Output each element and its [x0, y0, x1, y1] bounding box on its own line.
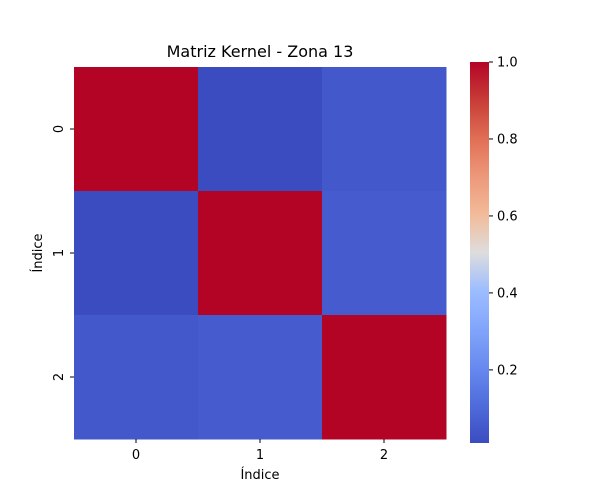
heatmap-cell — [198, 67, 323, 192]
colorbar-tick-label: 0.8 — [497, 132, 518, 147]
colorbar-tick-label: 0.6 — [497, 209, 518, 224]
colorbar: 0.2 0.4 0.6 0.8 1.0 — [470, 56, 518, 443]
y-tick-label: 2 — [52, 373, 67, 381]
heatmap-cell — [322, 67, 447, 192]
x-tick-label: 2 — [380, 448, 388, 463]
colorbar-tick-label: 0.2 — [497, 363, 518, 378]
x-tick-label: 1 — [256, 448, 264, 463]
y-axis-label: Índice — [30, 233, 46, 272]
heatmap-cell — [74, 191, 199, 316]
chart-title: Matriz Kernel - Zona 13 — [167, 42, 354, 61]
heatmap-cell — [198, 191, 323, 316]
heatmap-cell — [322, 315, 447, 440]
heatmap-cell — [74, 67, 199, 192]
heatmap-cell — [198, 315, 323, 440]
colorbar-tick-label: 0.4 — [497, 286, 518, 301]
colorbar-gradient — [470, 62, 489, 443]
heatmap-cells — [74, 67, 447, 440]
y-tick-label: 0 — [52, 125, 67, 133]
y-axis: 0 1 2 — [52, 125, 74, 381]
colorbar-tick-label: 1.0 — [497, 56, 518, 71]
heatmap-cell — [322, 191, 447, 316]
x-axis-label: Índice — [240, 467, 279, 483]
y-tick-label: 1 — [52, 249, 67, 257]
x-axis: 0 1 2 — [132, 439, 388, 463]
x-tick-label: 0 — [132, 448, 140, 463]
heatmap-cell — [74, 315, 199, 440]
